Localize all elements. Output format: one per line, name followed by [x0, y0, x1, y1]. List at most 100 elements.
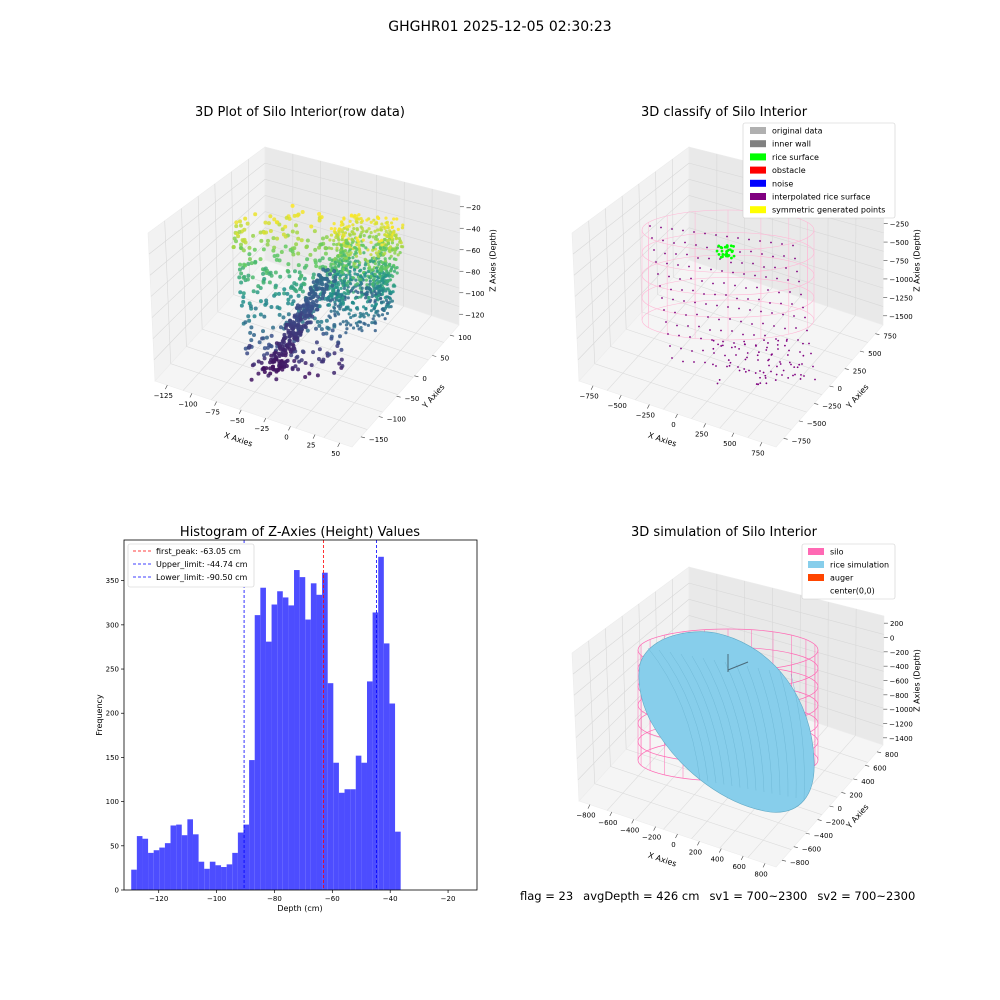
grid-line	[576, 227, 690, 339]
interpolated-point	[704, 232, 706, 235]
y-tick-label: 350	[106, 577, 119, 585]
interpolated-point	[716, 382, 719, 385]
scatter-point	[308, 287, 313, 292]
scatter-point	[367, 286, 371, 290]
scatter-point	[282, 287, 287, 292]
scatter-point	[314, 303, 319, 308]
scatter-point	[346, 296, 350, 300]
scatter-point	[355, 247, 359, 252]
grid-line	[626, 328, 822, 395]
rice-surface-point	[720, 249, 724, 253]
scatter-point	[327, 314, 331, 318]
y-tick-label: 50	[440, 355, 449, 363]
interpolated-point	[770, 241, 772, 244]
y-tick-label: 800	[885, 751, 898, 759]
scatter-point	[387, 246, 392, 250]
scatter-point	[258, 230, 263, 235]
interpolated-point	[679, 278, 681, 280]
scatter-point	[377, 232, 381, 236]
scatter-point	[392, 230, 396, 234]
status-avg-depth: avgDepth = 426 cm	[583, 889, 700, 903]
scatter-point	[249, 325, 254, 330]
scatter-point	[272, 217, 277, 222]
scatter-point	[392, 217, 396, 221]
panel4-3d-simulation: −800−600−400−200020040060080080060040020…	[571, 543, 922, 878]
grid-line	[663, 287, 773, 410]
scatter-point	[298, 287, 303, 292]
scatter-point	[372, 218, 376, 222]
scatter-point	[386, 279, 390, 283]
interpolated-point	[764, 374, 767, 377]
histogram-bar	[389, 703, 396, 890]
scatter-point	[373, 328, 377, 333]
scatter-point	[253, 306, 258, 311]
interpolated-point	[701, 280, 703, 282]
legend-swatch	[750, 140, 766, 148]
interpolated-point	[772, 255, 774, 258]
scatter-point	[323, 246, 328, 251]
scatter-point	[380, 292, 385, 296]
x-tick	[719, 848, 722, 853]
legend-swatch	[750, 166, 766, 174]
interpolated-point	[729, 361, 732, 364]
scatter-point	[287, 343, 292, 348]
z-tick-label: −750	[890, 258, 909, 266]
scatter-point	[298, 304, 303, 309]
scatter-point	[384, 229, 388, 234]
interpolated-point	[700, 337, 702, 340]
rice-surface-point	[721, 255, 724, 259]
scatter-point	[317, 347, 322, 352]
scatter-point	[333, 275, 338, 280]
scatter-point	[390, 221, 394, 225]
scatter-point	[382, 225, 386, 229]
interpolated-point	[680, 347, 682, 350]
scatter-point	[292, 359, 297, 364]
interpolated-point	[800, 373, 802, 376]
scatter-point	[257, 340, 262, 345]
interpolated-point	[743, 273, 745, 275]
scatter-point	[234, 220, 239, 225]
scatter-point	[298, 313, 303, 318]
panel3-title: Histogram of Z-Axies (Height) Values	[180, 525, 420, 540]
scatter-point	[305, 320, 310, 325]
scatter-point	[376, 228, 380, 232]
interpolated-point	[810, 352, 812, 355]
scatter-point	[364, 278, 369, 282]
interpolated-point	[743, 340, 746, 343]
scatter-point	[367, 227, 371, 231]
scatter-point	[349, 265, 353, 269]
scatter-point	[320, 236, 325, 241]
scatter-point	[383, 282, 388, 286]
scatter-point	[301, 323, 306, 328]
scatter-point	[328, 238, 332, 242]
scatter-point	[264, 230, 269, 235]
scatter-point	[339, 223, 343, 227]
y-tick-label: 0	[838, 805, 842, 813]
grid-line	[688, 227, 884, 289]
scatter-point	[261, 329, 266, 334]
interpolated-point	[707, 316, 709, 318]
rice-surface-point	[717, 252, 721, 256]
scatter-point	[341, 320, 345, 324]
interpolated-point	[721, 270, 723, 272]
legend-label: obstacle	[772, 166, 806, 175]
scatter-point	[372, 307, 376, 311]
y-tick-label: 200	[849, 791, 862, 799]
y-tick	[783, 437, 788, 440]
rice-mesh-line	[746, 665, 773, 794]
rice-surface-point	[717, 244, 721, 248]
scatter-point	[296, 293, 301, 298]
histogram-bar	[366, 681, 373, 890]
scatter-point	[248, 330, 253, 335]
interpolated-point	[681, 289, 683, 291]
scatter-point	[379, 238, 384, 242]
histogram-reference-lines	[243, 540, 377, 890]
scatter-point	[341, 300, 346, 305]
interpolated-point	[729, 318, 731, 320]
scatter-point	[341, 234, 345, 238]
scatter-point	[360, 329, 364, 333]
scatter-point	[234, 224, 239, 229]
interpolated-point	[780, 302, 782, 305]
scatter-point	[384, 243, 388, 247]
scatter-point	[311, 299, 316, 304]
